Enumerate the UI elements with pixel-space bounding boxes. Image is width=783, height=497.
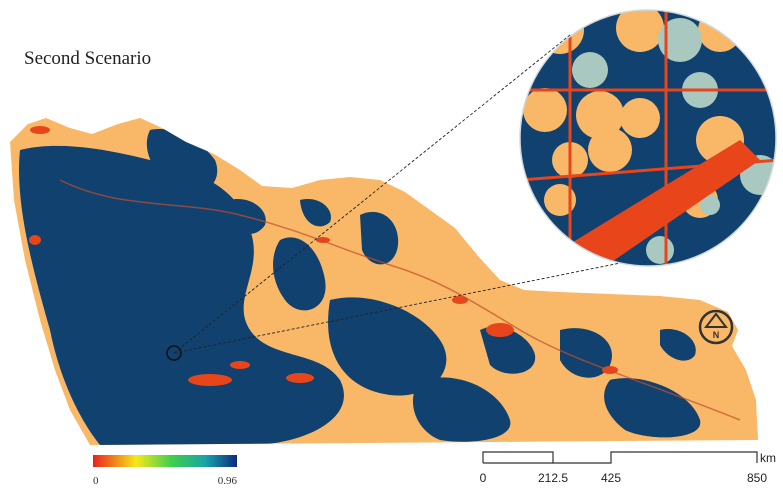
map-title: Second Scenario xyxy=(24,48,151,69)
north-label: N xyxy=(713,330,720,340)
scale-label: 212.5 xyxy=(538,471,568,485)
scale-label: 0 xyxy=(480,471,487,485)
scale-label: 425 xyxy=(601,471,621,485)
scale-bar xyxy=(483,452,757,463)
map-figure: Second Scenario xyxy=(0,0,783,497)
legend-min-label: 0 xyxy=(93,475,99,487)
legend-colorbar xyxy=(93,455,237,467)
page: Second Scenario {"title": "Second Scenar… xyxy=(0,0,783,497)
legend-max-label: 0.96 xyxy=(218,475,238,487)
body: Second Scenario xyxy=(0,0,783,497)
scale-unit: km xyxy=(760,451,776,465)
scale-label: 850 xyxy=(747,471,767,485)
